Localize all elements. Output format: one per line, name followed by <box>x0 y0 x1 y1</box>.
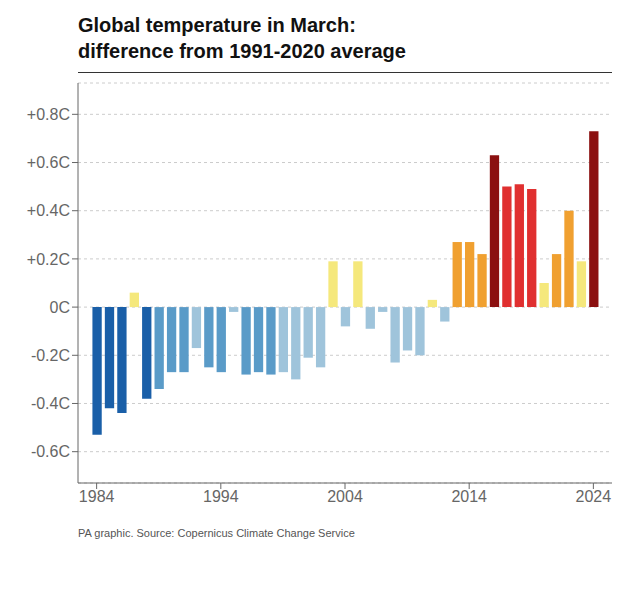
svg-text:2014: 2014 <box>451 488 487 505</box>
svg-text:+0.6C: +0.6C <box>27 154 70 171</box>
html-text:Global temperature in March:: Global temperature in March: <box>78 14 356 36</box>
svg-text:-0.2C: -0.2C <box>31 347 70 364</box>
svg-text:-0.4C: -0.4C <box>31 395 70 412</box>
svg-text:-0.6C: -0.6C <box>31 443 70 460</box>
html-text:PA graphic. Source: Copernicus: PA graphic. Source: Copernicus Climate C… <box>78 527 355 539</box>
svg-text:2024: 2024 <box>576 488 612 505</box>
svg-text:+0.8C: +0.8C <box>27 106 70 123</box>
svg-text:1984: 1984 <box>79 488 115 505</box>
html-text:difference from 1991-2020 aver: difference from 1991-2020 average <box>78 40 406 62</box>
svg-text:+0.4C: +0.4C <box>27 202 70 219</box>
svg-text:2004: 2004 <box>327 488 363 505</box>
svg-text:0C: 0C <box>50 299 70 316</box>
svg-text:+0.2C: +0.2C <box>27 251 70 268</box>
svg-text:1994: 1994 <box>203 488 239 505</box>
